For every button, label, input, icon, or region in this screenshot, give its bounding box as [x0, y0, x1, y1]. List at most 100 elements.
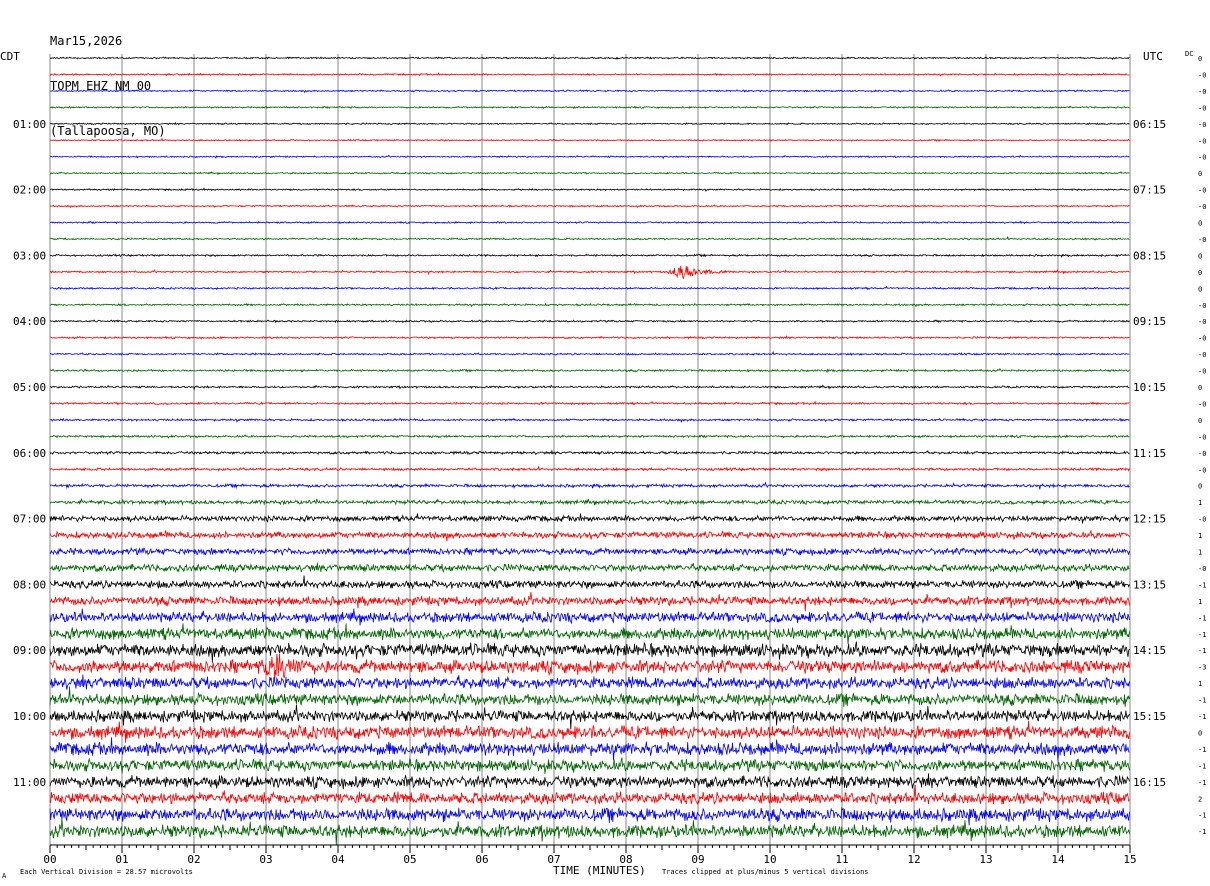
x-tick-label: 15 — [1123, 853, 1136, 866]
seismic-trace-line — [49, 265, 1130, 280]
left-hour-label: 09:00 — [13, 644, 46, 657]
dc-offset-value: -1 — [1198, 614, 1206, 622]
dc-offset-value: -0 — [1198, 433, 1206, 441]
seismic-trace-line — [49, 367, 1130, 374]
station-location: (Tallapoosa, MO) — [50, 124, 166, 138]
right-hour-label: 09:15 — [1133, 315, 1166, 328]
seismic-trace-line — [49, 319, 1130, 324]
seismic-trace-line — [49, 56, 1130, 61]
clip-note: Traces clipped at plus/minus 5 vertical … — [662, 868, 869, 876]
seismic-trace-line — [49, 384, 1130, 391]
dc-offset-value: -0 — [1198, 516, 1206, 524]
x-tick-label: 13 — [979, 853, 992, 866]
footer-mark: A — [2, 872, 7, 880]
right-timezone-label: UTC — [1143, 50, 1163, 63]
x-tick-label: 00 — [43, 853, 56, 866]
seismic-trace-line — [50, 171, 1130, 176]
dc-offset-value: -0 — [1198, 450, 1206, 458]
seismic-trace-line — [49, 818, 1130, 846]
left-hour-label: 08:00 — [13, 578, 46, 591]
seismic-trace-line — [49, 417, 1130, 424]
dc-offset-value: 0 — [1198, 483, 1202, 491]
right-hour-label: 13:15 — [1133, 578, 1166, 591]
dc-offset-value: -1 — [1198, 697, 1206, 705]
dc-offset-value: -0 — [1198, 137, 1206, 145]
seismic-trace-line — [49, 785, 1130, 806]
seismic-trace-line — [49, 105, 1130, 110]
x-tick-label: 12 — [907, 853, 920, 866]
seismic-trace-line — [49, 704, 1130, 730]
dc-offset-value: 0 — [1198, 252, 1202, 260]
dc-offset-value: 0 — [1198, 269, 1202, 277]
seismic-trace-line — [49, 608, 1130, 626]
x-tick-label: 14 — [1051, 853, 1065, 866]
left-hour-label: 01:00 — [13, 118, 46, 131]
x-tick-label: 03 — [259, 853, 272, 866]
dc-offset-value: 1 — [1198, 549, 1202, 557]
x-tick-label: 07 — [547, 853, 560, 866]
x-tick-label: 04 — [331, 853, 345, 866]
right-hour-labels: 06:15 07:15 08:15 09:15 10:15 11:15 12:15 13:15… — [1133, 118, 1166, 789]
dc-offset-value: -0 — [1198, 203, 1206, 211]
x-tick-label: 11 — [835, 853, 848, 866]
dc-offset-values: 0 -0 -0 -0 -0 -0 -0 0 -0 -0 0 -0 0 0 0 -0 -0 -0 -0 -0 0 -0 0 -0… — [1198, 55, 1206, 836]
left-hour-label: 03:00 — [13, 249, 46, 262]
seismic-trace-line — [49, 137, 1130, 142]
dc-offset-value: -0 — [1198, 351, 1206, 359]
right-hour-label: 15:15 — [1133, 710, 1166, 723]
left-hour-label: 10:00 — [13, 710, 46, 723]
seismic-trace-line — [49, 513, 1130, 524]
dc-offset-value: 1 — [1198, 499, 1202, 507]
dc-offset-value: -0 — [1198, 88, 1206, 96]
x-tick-label: 10 — [763, 853, 776, 866]
right-hour-label: 07:15 — [1133, 184, 1166, 197]
dc-offset-value: -1 — [1198, 812, 1206, 820]
seismic-trace-line — [49, 757, 1130, 774]
dc-offset-value: -0 — [1198, 104, 1206, 112]
seismic-trace-line — [49, 653, 1130, 680]
seismic-trace-line — [49, 285, 1130, 291]
seismic-trace-line — [49, 546, 1130, 557]
dc-offset-value: -1 — [1198, 631, 1206, 639]
right-hour-label: 11:15 — [1133, 447, 1166, 460]
dc-offset-value: -0 — [1198, 236, 1206, 244]
seismic-trace-line — [49, 623, 1130, 645]
dc-offset-value: 0 — [1198, 384, 1202, 392]
seismic-trace-line — [49, 121, 1130, 126]
x-axis: 00 01 02 03 04 05 06 07 08 09 10 11 12 13 14 15 — [43, 844, 1137, 866]
x-axis-title: TIME (MINUTES) — [553, 864, 646, 877]
left-hour-label: 05:00 — [13, 381, 46, 394]
dc-offset-value: 1 — [1198, 680, 1202, 688]
dc-offset-value: -0 — [1198, 121, 1206, 129]
dc-offset-value: 0 — [1198, 729, 1202, 737]
x-tick-label: 02 — [187, 853, 200, 866]
seismic-trace-line — [49, 686, 1130, 707]
dc-offset-value: -0 — [1198, 565, 1206, 573]
dc-offset-value: -0 — [1198, 466, 1206, 474]
dc-offset-value: -3 — [1198, 664, 1206, 672]
seismic-trace-line — [49, 466, 1130, 472]
left-hour-label: 04:00 — [13, 315, 46, 328]
seismic-trace-line — [49, 220, 1130, 225]
seismic-trace-line — [49, 529, 1130, 542]
vertical-division-note: Each Vertical Division = 28.57 microvolt… — [20, 868, 193, 876]
seismic-trace-line — [49, 641, 1130, 663]
seismic-trace-line — [49, 72, 1130, 77]
seismic-trace-line — [50, 335, 1130, 340]
left-hour-label: 02:00 — [13, 184, 46, 197]
left-hour-labels: 01:00 02:00 03:00 04:00 05:00 06:00 07:00 08:00… — [13, 118, 46, 789]
seismic-trace-line — [49, 773, 1130, 791]
x-tick-label: 08 — [619, 853, 632, 866]
x-tick-label: 09 — [691, 853, 704, 866]
left-hour-label: 07:00 — [13, 513, 46, 526]
right-hour-label: 10:15 — [1133, 381, 1166, 394]
dc-offset-header: DC — [1185, 50, 1193, 58]
x-tick-label: 06 — [475, 853, 488, 866]
seismic-trace-line — [49, 720, 1130, 743]
seismic-trace-line — [49, 806, 1130, 826]
chart-date: Mar15,2026 — [50, 34, 123, 48]
seismic-trace-line — [49, 154, 1130, 160]
left-timezone-label: CDT — [0, 50, 20, 63]
dc-offset-value: 0 — [1198, 417, 1202, 425]
